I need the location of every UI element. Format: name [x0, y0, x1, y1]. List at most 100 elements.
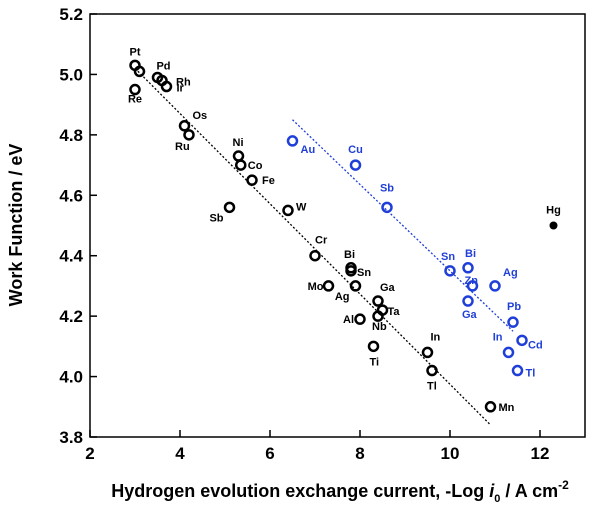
- y-tick-label-6: 5.0: [59, 65, 83, 84]
- point-label-0-5: Re: [128, 94, 142, 106]
- y-tick-label-7: 5.2: [59, 5, 83, 24]
- point-0-13: [309, 249, 321, 262]
- point-1-10: [516, 334, 528, 347]
- point-1-0: [286, 135, 299, 147]
- point-0-12: [282, 204, 294, 217]
- point-1-4: [462, 262, 474, 274]
- point-1-3: [444, 265, 456, 277]
- x-axis-label: Hydrogen evolution exchange current, -Lo…: [111, 478, 569, 505]
- y-tick-label-3: 4.4: [59, 247, 83, 266]
- x-axis-label-var: i: [489, 481, 495, 501]
- point-label-1-8: Pb: [507, 301, 521, 313]
- x-tick-label-3: 8: [355, 444, 364, 463]
- point-1-8: [507, 316, 519, 328]
- y-axis-label: Work Function / eV: [6, 144, 26, 307]
- point-label-1-7: Ga: [462, 309, 478, 321]
- x-tick-label-1: 4: [175, 444, 185, 463]
- x-tick-label-4: 10: [441, 444, 460, 463]
- point-label-0-14: Bi: [344, 249, 355, 261]
- point-label-0-2: Pd: [156, 60, 170, 72]
- point-label-1-2: Sb: [380, 182, 394, 194]
- point-0-1: [133, 65, 146, 78]
- point-2-0: [549, 221, 558, 230]
- point-label-1-4: Bi: [465, 248, 476, 260]
- point-label-1-0: Au: [301, 144, 316, 156]
- point-0-23: [421, 346, 434, 359]
- x-tick-label-5: 12: [531, 444, 550, 463]
- plot-frame: [89, 13, 586, 438]
- point-1-2: [381, 201, 393, 214]
- point-0-25: [484, 401, 497, 413]
- point-label-0-19: Ta: [388, 306, 401, 318]
- y-tick-label-2: 4.2: [59, 307, 83, 326]
- point-1-9: [502, 346, 515, 359]
- x-axis-label-prefix: Hydrogen evolution exchange current, -Lo…: [111, 481, 489, 501]
- point-label-0-4: Ir: [177, 83, 185, 95]
- point-label-0-21: Nb: [372, 321, 387, 333]
- point-label-1-5: Zn: [465, 275, 479, 287]
- point-label-0-25: Mn: [499, 402, 515, 414]
- point-0-24: [426, 364, 438, 377]
- point-0-20: [354, 313, 366, 325]
- point-label-0-20: Al: [343, 314, 354, 326]
- point-1-5: [466, 280, 479, 292]
- point-label-1-3: Sn: [441, 251, 455, 263]
- point-0-22: [367, 340, 380, 353]
- point-0-17: [349, 280, 362, 292]
- point-label-0-11: Sb: [209, 212, 223, 224]
- x-tick-label-2: 6: [265, 444, 274, 463]
- x-axis-label-sup: -2: [558, 478, 569, 492]
- point-0-5: [129, 83, 141, 96]
- point-label-0-16: Mo: [308, 281, 324, 293]
- point-label-0-8: Ni: [233, 137, 244, 149]
- y-tick-label-0: 3.8: [59, 428, 83, 447]
- point-label-1-9: In: [493, 331, 503, 343]
- point-0-11: [223, 201, 236, 214]
- point-label-0-0: Pt: [130, 46, 141, 58]
- y-tick-label-1: 4.0: [59, 368, 83, 387]
- point-label-0-9: Co: [248, 160, 263, 172]
- point-1-1: [349, 159, 362, 171]
- point-label-0-6: Os: [193, 110, 208, 122]
- point-0-7: [183, 129, 195, 141]
- point-label-1-1: Cu: [348, 144, 363, 156]
- point-label-0-22: Ti: [370, 356, 380, 368]
- point-0-6: [178, 120, 191, 132]
- point-label-0-7: Ru: [175, 141, 190, 153]
- y-tick-label-4: 4.6: [59, 186, 83, 205]
- point-0-21: [372, 310, 384, 322]
- point-label-0-23: In: [431, 331, 441, 343]
- point-label-1-11: Tl: [526, 368, 536, 380]
- y-tick-label-5: 4.8: [59, 126, 83, 145]
- point-label-0-10: Fe: [262, 175, 275, 187]
- data-points: [129, 59, 558, 413]
- point-label-0-18: Ga: [380, 282, 396, 294]
- fit-line-1: [292, 119, 514, 332]
- point-1-11: [511, 364, 524, 377]
- point-label-0-3: Rh: [176, 76, 191, 88]
- point-0-16: [322, 280, 335, 292]
- point-1-6: [489, 280, 501, 292]
- point-label-0-13: Cr: [315, 235, 328, 247]
- x-axis-label-sub: 0: [494, 493, 500, 505]
- x-axis-label-suffix: / A cm: [500, 481, 558, 501]
- point-label-0-15: Sn: [357, 267, 371, 279]
- point-0-15: [345, 265, 357, 277]
- point-label-0-17: Ag: [335, 291, 350, 303]
- point-label-2-0: Hg: [546, 205, 561, 217]
- point-label-0-24: Tl: [427, 381, 437, 393]
- point-0-18: [372, 295, 384, 307]
- point-label-1-10: Cd: [528, 339, 543, 351]
- point-0-10: [246, 174, 258, 186]
- point-0-8: [232, 150, 245, 162]
- point-label-0-12: W: [296, 201, 307, 213]
- point-0-9: [235, 159, 247, 171]
- point-0-4: [160, 80, 173, 93]
- fit-lines: [134, 67, 514, 426]
- axis-ticks: 2 4 6 8 10 12 3.8 4.0 4.2 4.4 4.6 4.8 5.0 5.2: [59, 5, 549, 463]
- point-label-1-6: Ag: [503, 267, 518, 279]
- x-tick-label-0: 2: [85, 444, 94, 463]
- point-1-7: [462, 295, 474, 307]
